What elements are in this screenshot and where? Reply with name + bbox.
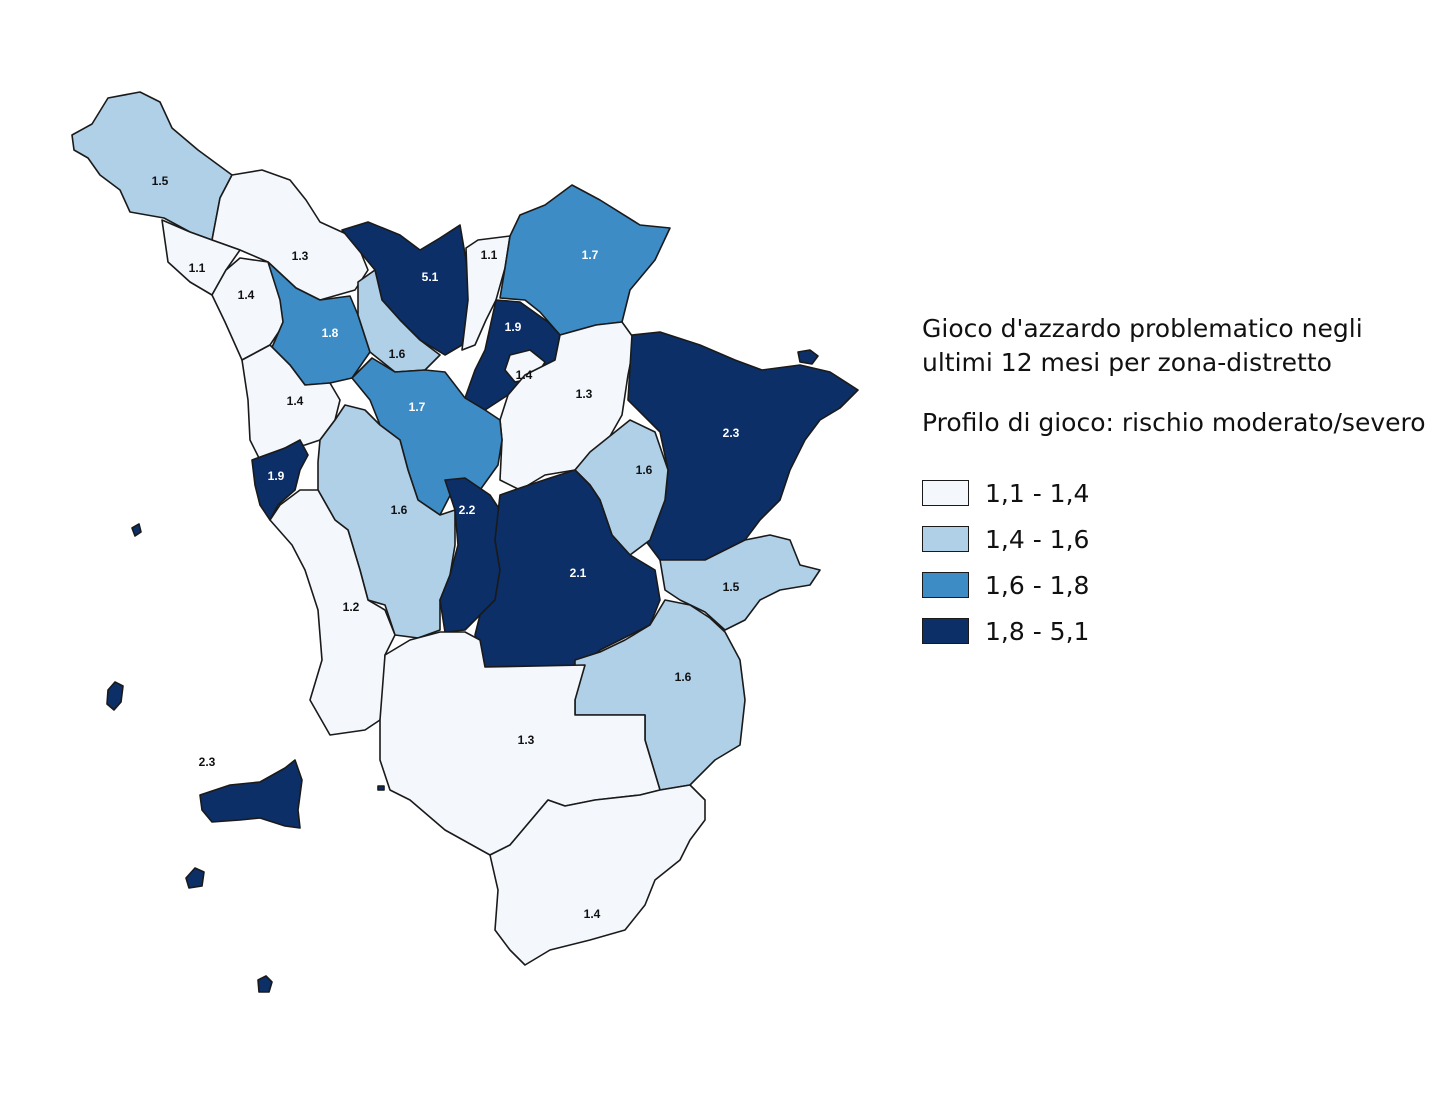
legend-label-class-2: 1,6 - 1,8	[985, 570, 1090, 600]
zone-value-versilia: 1.4	[238, 288, 255, 302]
zone-valdinievole	[357, 269, 441, 373]
zone-value-apuane: 1.3	[292, 249, 309, 263]
legend-label-class-1: 1,4 - 1,6	[985, 524, 1090, 554]
zone-value-prato-inner: 1.4	[516, 368, 533, 382]
zone-apuane	[211, 169, 369, 301]
zone-firenze	[499, 321, 636, 491]
zone-value-valdichiana: 1.6	[675, 670, 692, 684]
zone-value-valdinievole: 1.6	[389, 347, 406, 361]
legend-label-class-0: 1,1 - 1,4	[985, 478, 1090, 508]
zone-casentino	[627, 331, 859, 561]
legend-title-line1: Gioco d'azzardo problematico negli	[922, 314, 1363, 343]
zone-value-elba: 2.3	[199, 755, 216, 769]
zone-value-colline-metallifere: 1.3	[518, 733, 535, 747]
zone-value-senese: 2.1	[570, 566, 587, 580]
map-legend: Gioco d'azzardo problematico negli ultim…	[922, 312, 1426, 654]
zone-value-valdarno: 1.6	[636, 463, 653, 477]
zone-value-alta-val-elsa: 2.2	[459, 503, 476, 517]
zone-value-firenze: 1.3	[576, 387, 593, 401]
legend-swatch-class-0	[922, 480, 969, 506]
zone-value-alta-val-cecina: 1.6	[391, 503, 408, 517]
zone-value-amiata-grossetana: 1.4	[584, 907, 601, 921]
legend-swatch-class-1	[922, 526, 969, 552]
legend-subtitle: Profilo di gioco: rischio moderato/sever…	[922, 408, 1426, 437]
zone-value-aretina: 1.5	[723, 580, 740, 594]
legend-item-class-0: 1,1 - 1,4	[922, 470, 1426, 516]
zone-value-versilia-north: 1.1	[189, 261, 206, 275]
zone-mugello	[499, 184, 671, 336]
legend-title: Gioco d'azzardo problematico negli ultim…	[922, 312, 1426, 380]
arezzo-north-exclave	[797, 349, 819, 365]
zone-value-bassa-val-cecina: 1.2	[343, 600, 360, 614]
zone-value-valle-serchio: 5.1	[422, 270, 439, 284]
zone-value-pisa: 1.4	[287, 394, 304, 408]
zone-elba	[199, 759, 303, 829]
zone-value-empolese: 1.7	[409, 400, 426, 414]
capraia-rock-east	[377, 785, 385, 791]
pianosa-island	[185, 867, 205, 889]
legend-swatch-class-3	[922, 618, 969, 644]
zone-value-mugello: 1.7	[582, 248, 599, 262]
zone-pistoia	[461, 235, 511, 351]
legend-item-class-3: 1,8 - 5,1	[922, 608, 1426, 654]
legend-title-line2: ultimi 12 mesi per zona-distretto	[922, 348, 1332, 377]
zone-value-pistoia: 1.1	[481, 248, 498, 262]
zone-amiata-grossetana	[489, 784, 706, 966]
zone-value-piana-lucca: 1.8	[322, 326, 339, 340]
legend-item-class-2: 1,6 - 1,8	[922, 562, 1426, 608]
zone-piana-lucca	[267, 261, 371, 386]
legend-label-class-3: 1,8 - 5,1	[985, 616, 1090, 646]
legend-item-class-1: 1,4 - 1,6	[922, 516, 1426, 562]
legend-swatch-class-2	[922, 572, 969, 598]
zone-value-livorno: 1.9	[268, 469, 285, 483]
zone-value-prato: 1.9	[505, 320, 522, 334]
montecristo-island	[257, 975, 273, 993]
zone-value-casentino: 2.3	[723, 426, 740, 440]
capraia-island	[106, 681, 124, 711]
zone-livorno	[251, 439, 309, 521]
zone-lunigiana	[71, 91, 233, 241]
zone-value-lunigiana: 1.5	[152, 174, 169, 188]
gorgona-island	[131, 523, 142, 537]
